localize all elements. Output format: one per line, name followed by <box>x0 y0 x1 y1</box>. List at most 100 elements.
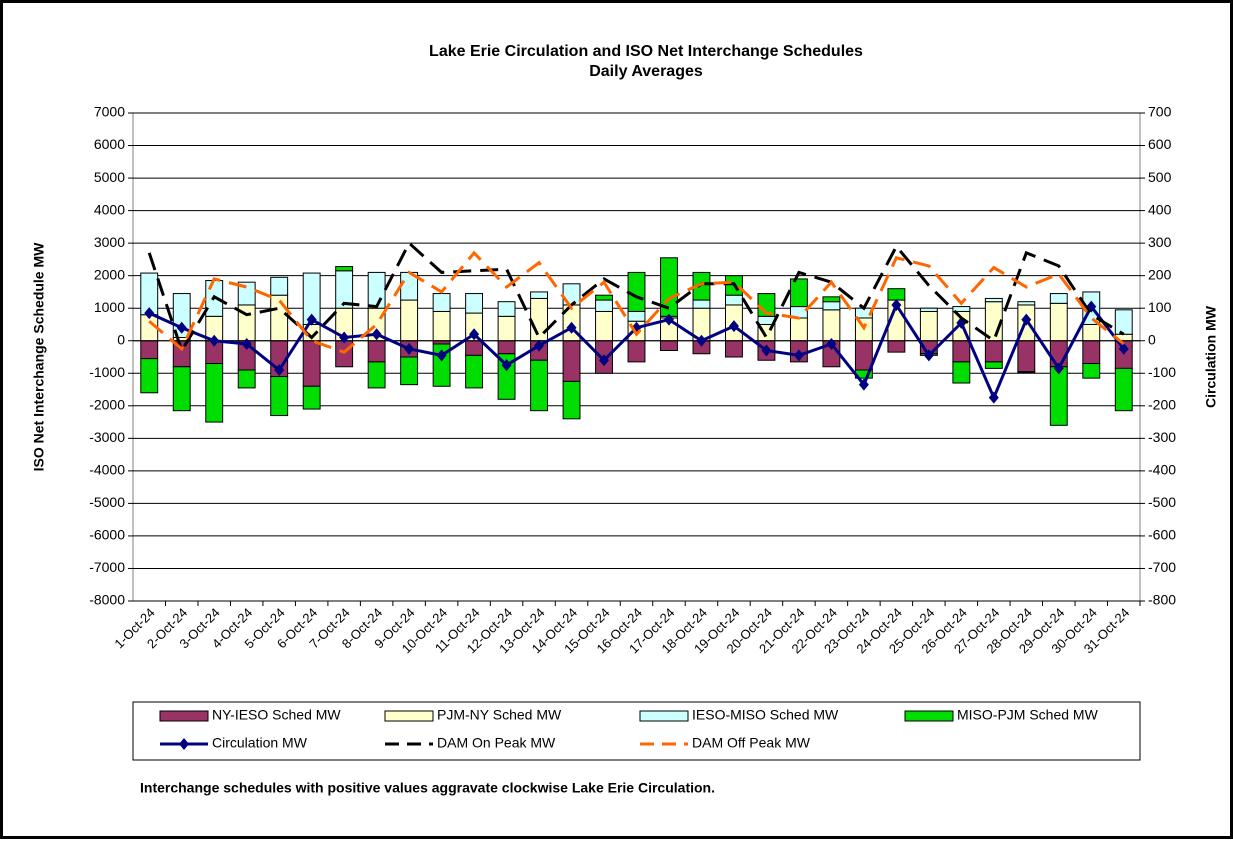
bar <box>1114 367 1133 412</box>
y-tick-label: 3000 <box>94 234 125 250</box>
bar <box>302 340 321 387</box>
bar <box>1114 309 1133 335</box>
legend-swatch <box>639 710 689 722</box>
bar <box>237 281 256 306</box>
bar <box>984 361 1003 369</box>
bar <box>432 310 451 342</box>
y2-tick-label: 400 <box>1148 201 1172 217</box>
y2-axis-label: Circulation MW <box>1203 305 1219 408</box>
y-tick-label: -6000 <box>89 527 125 543</box>
legend-label: DAM On Peak MW <box>437 735 556 751</box>
marker <box>696 334 707 347</box>
bar <box>1082 340 1101 365</box>
marker <box>241 337 252 350</box>
bar <box>497 301 516 317</box>
bar <box>367 361 386 389</box>
marker <box>728 320 739 333</box>
y-tick-label: -8000 <box>89 592 125 608</box>
legend-swatch <box>159 710 209 722</box>
y-tick-label: -3000 <box>89 429 125 445</box>
bar <box>789 317 808 342</box>
marker <box>1053 362 1064 375</box>
bar <box>887 288 906 301</box>
y-tick-label: -1000 <box>89 364 125 380</box>
bar <box>400 356 419 386</box>
y2-tick-label: -800 <box>1148 592 1176 608</box>
bar <box>660 340 678 351</box>
marker <box>339 331 350 344</box>
y-tick-label: 7000 <box>94 104 125 120</box>
y-tick-label: -7000 <box>89 559 125 575</box>
bar <box>627 340 646 363</box>
bar <box>172 366 191 412</box>
bar <box>367 340 386 363</box>
bar <box>1017 301 1036 306</box>
y2-tick-label: -700 <box>1148 559 1176 575</box>
bar <box>627 310 646 322</box>
y-tick-label: 5000 <box>94 169 125 185</box>
marker <box>826 337 837 350</box>
bar <box>1049 293 1068 304</box>
y2-tick-label: -300 <box>1148 429 1176 445</box>
marker <box>534 339 545 352</box>
marker <box>274 364 285 377</box>
bar <box>595 294 613 301</box>
y2-tick-label: 0 <box>1148 331 1156 347</box>
bar <box>692 299 711 309</box>
bar <box>497 315 516 342</box>
bar <box>562 380 581 420</box>
marker <box>1118 342 1129 355</box>
y-tick-label: 0 <box>117 331 125 347</box>
bar <box>530 297 548 342</box>
bar <box>335 340 354 368</box>
marker <box>891 298 902 311</box>
marker <box>793 349 804 362</box>
bar <box>335 266 354 272</box>
bar <box>887 340 906 353</box>
y-tick-label: -2000 <box>89 397 125 413</box>
chart-title: Lake Erie Circulation and ISO Net Interc… <box>429 43 863 60</box>
y-tick-label: -4000 <box>89 462 125 478</box>
marker <box>144 307 155 320</box>
marker <box>663 313 674 326</box>
marker <box>599 354 610 367</box>
bar <box>919 307 938 312</box>
legend-label: Circulation MW <box>212 735 308 751</box>
bar <box>595 310 613 342</box>
marker <box>1021 313 1032 326</box>
y-axis-label: ISO Net Interchange Schedule MW <box>31 242 47 471</box>
legend-swatch <box>904 710 954 722</box>
bar <box>465 354 484 389</box>
bar <box>1049 302 1068 342</box>
bar <box>1017 371 1036 374</box>
bar <box>465 340 484 356</box>
bar <box>725 294 743 306</box>
legend-swatch <box>384 710 434 722</box>
marker <box>858 378 869 391</box>
bar <box>919 310 938 342</box>
bar <box>465 293 484 314</box>
marker <box>469 328 480 341</box>
chart-subtitle: Daily Averages <box>589 63 703 80</box>
marker <box>923 349 934 362</box>
legend-label: MISO-PJM Sched MW <box>957 707 1099 723</box>
y2-tick-label: -400 <box>1148 462 1176 478</box>
bar <box>367 271 386 309</box>
y2-tick-label: -600 <box>1148 527 1176 543</box>
y2-tick-label: -500 <box>1148 494 1176 510</box>
bar <box>822 309 841 342</box>
bar <box>789 278 808 308</box>
legend-label: PJM-NY Sched MW <box>437 707 562 723</box>
bar <box>595 299 613 312</box>
y2-tick-label: 100 <box>1148 299 1172 315</box>
bar <box>205 363 224 423</box>
bar <box>984 340 1003 363</box>
y2-tick-label: 500 <box>1148 169 1172 185</box>
bar <box>822 296 841 303</box>
marker <box>404 342 415 355</box>
bar <box>530 291 548 299</box>
legend <box>132 701 1141 761</box>
y-tick-label: 4000 <box>94 201 125 217</box>
bar <box>1049 366 1068 426</box>
